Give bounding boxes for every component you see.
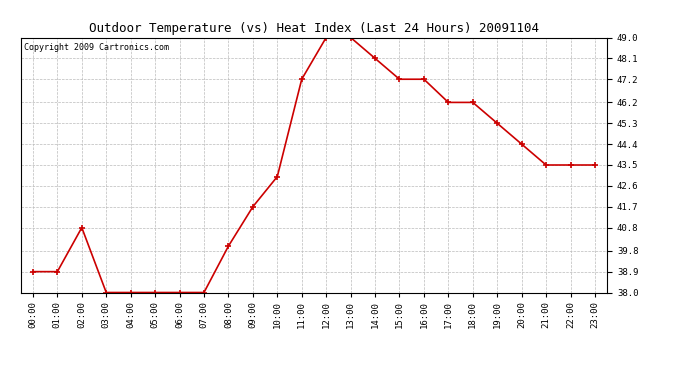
Text: Copyright 2009 Cartronics.com: Copyright 2009 Cartronics.com bbox=[23, 43, 168, 52]
Title: Outdoor Temperature (vs) Heat Index (Last 24 Hours) 20091104: Outdoor Temperature (vs) Heat Index (Las… bbox=[89, 22, 539, 35]
